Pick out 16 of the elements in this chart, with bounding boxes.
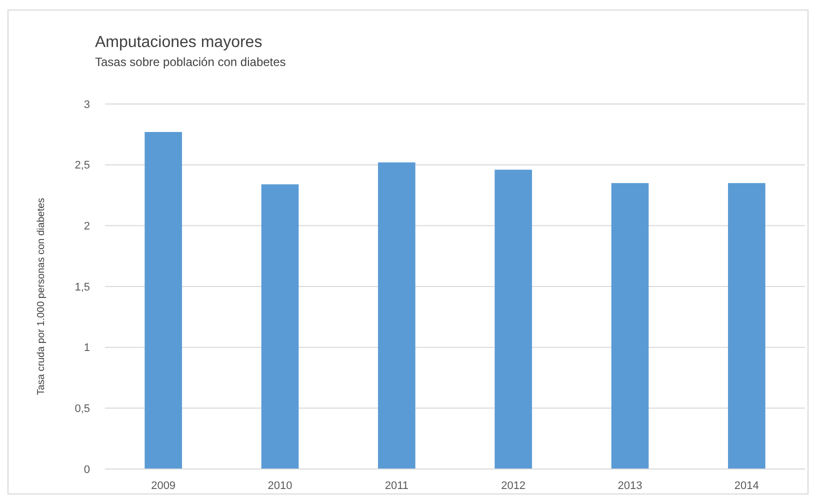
x-tick-label: 2011 (384, 480, 408, 492)
x-tick-label: 2014 (734, 480, 759, 492)
x-tick-label: 2009 (151, 480, 176, 492)
y-tick-label: 2,5 (74, 160, 90, 172)
y-tick-label: 2 (84, 220, 90, 233)
x-tick-label: 2010 (268, 480, 292, 492)
chart-subtitle: Tasas sobre población con diabetes (95, 55, 286, 69)
y-tick-label: 1 (84, 342, 90, 354)
y-tick-label: 0,5 (74, 403, 90, 416)
y-tick-label: 1,5 (74, 281, 90, 294)
y-tick-label: 3 (84, 98, 90, 111)
y-tick-label: 0 (84, 464, 90, 476)
chart-title: Amputaciones mayores (95, 34, 262, 51)
x-tick-label: 2013 (618, 480, 642, 492)
y-axis-title: Tasa cruda por 1.000 personas con diabetes (36, 198, 47, 396)
x-tick-label: 2012 (501, 480, 526, 492)
